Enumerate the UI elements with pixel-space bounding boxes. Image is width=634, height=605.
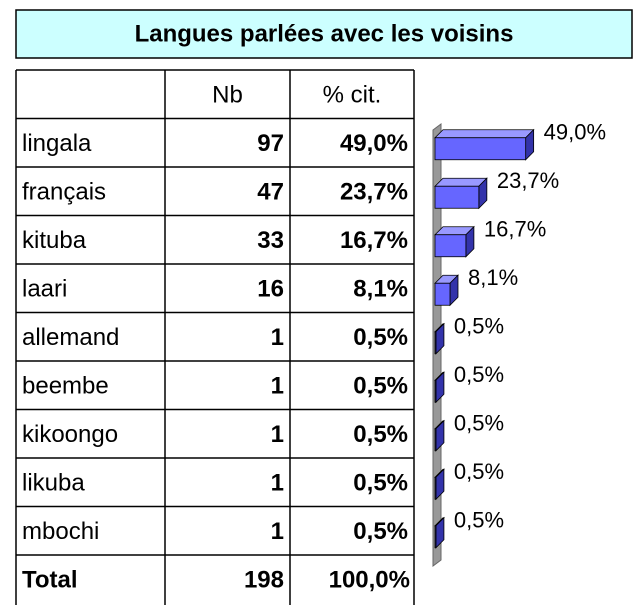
total-label: Total xyxy=(22,567,78,594)
bar-face xyxy=(434,525,437,549)
row-label: laari xyxy=(22,276,67,303)
row-percent: 0,5% xyxy=(353,470,408,497)
row-label: likuba xyxy=(22,470,85,497)
row-percent: 0,5% xyxy=(353,518,408,545)
bar-face xyxy=(434,476,437,500)
row-label: kikoongo xyxy=(22,421,118,448)
column-header: % cit. xyxy=(323,82,382,109)
bar xyxy=(434,274,459,307)
bar-face xyxy=(434,177,488,187)
bar-face xyxy=(434,428,437,452)
bar xyxy=(434,468,445,501)
total-percent: 100,0% xyxy=(329,567,410,594)
column-header: Nb xyxy=(212,82,243,109)
bar-label: 0,5% xyxy=(454,362,504,387)
row-percent: 49,0% xyxy=(340,130,408,157)
bar xyxy=(434,371,445,404)
bar-label: 16,7% xyxy=(484,217,546,242)
bar-label: 0,5% xyxy=(454,459,504,484)
row-count: 1 xyxy=(271,373,284,400)
row-percent: 0,5% xyxy=(353,421,408,448)
row-percent: 23,7% xyxy=(340,179,408,206)
row-label: allemand xyxy=(22,324,119,351)
row-percent: 16,7% xyxy=(340,227,408,254)
bar xyxy=(434,516,445,549)
row-count: 97 xyxy=(257,130,284,157)
bar-label: 0,5% xyxy=(454,314,504,339)
bar xyxy=(434,128,535,161)
bar xyxy=(434,419,445,452)
row-count: 33 xyxy=(257,227,284,254)
bar-face xyxy=(434,331,437,355)
title-box xyxy=(15,9,633,59)
row-label: beembe xyxy=(22,373,109,400)
row-count: 1 xyxy=(271,324,284,351)
row-label: mbochi xyxy=(22,518,99,545)
row-percent: 0,5% xyxy=(353,373,408,400)
bar-face xyxy=(434,282,451,306)
bar-face xyxy=(434,234,467,258)
row-count: 1 xyxy=(271,421,284,448)
row-label: kituba xyxy=(22,227,87,254)
row-count: 1 xyxy=(271,518,284,545)
row-count: 16 xyxy=(257,276,284,303)
bar-face xyxy=(434,129,535,139)
bar xyxy=(434,225,475,258)
row-percent: 8,1% xyxy=(353,276,408,303)
row-label: lingala xyxy=(22,130,92,157)
bar-face xyxy=(434,185,480,209)
bar-label: 49,0% xyxy=(544,120,606,145)
bar xyxy=(434,177,488,210)
row-count: 47 xyxy=(257,179,284,206)
row-percent: 0,5% xyxy=(353,324,408,351)
bar-face xyxy=(434,379,437,403)
row-count: 1 xyxy=(271,470,284,497)
bar-label: 0,5% xyxy=(454,508,504,533)
bar-label: 8,1% xyxy=(468,265,518,290)
bar-label: 0,5% xyxy=(454,411,504,436)
row-label: français xyxy=(22,179,106,206)
bar-label: 23,7% xyxy=(497,168,559,193)
bar-face xyxy=(434,137,527,161)
total-count: 198 xyxy=(244,567,284,594)
title: Langues parlées avec les voisins xyxy=(135,20,514,47)
bar xyxy=(434,322,445,355)
